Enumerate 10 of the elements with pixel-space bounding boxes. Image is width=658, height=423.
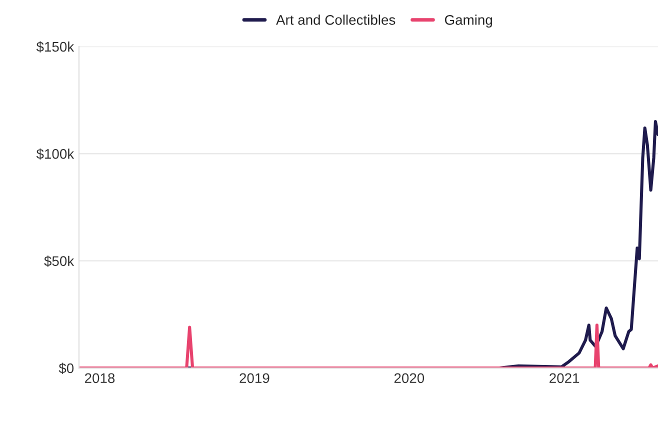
- x-tick-label: 2018: [84, 373, 115, 384]
- x-tick-label: 2021: [550, 373, 580, 384]
- x-tick-label: 2020: [394, 373, 424, 384]
- y-tick-label: $0: [58, 362, 74, 374]
- y-tick-label: $50k: [44, 256, 74, 267]
- y-tick-label: $100k: [36, 148, 74, 160]
- legend-label: Art and Collectibles: [276, 14, 396, 25]
- legend-label: Gaming: [444, 14, 492, 28]
- x-tick-label: 2019: [240, 373, 270, 384]
- y-tick-label: $150k: [36, 41, 74, 53]
